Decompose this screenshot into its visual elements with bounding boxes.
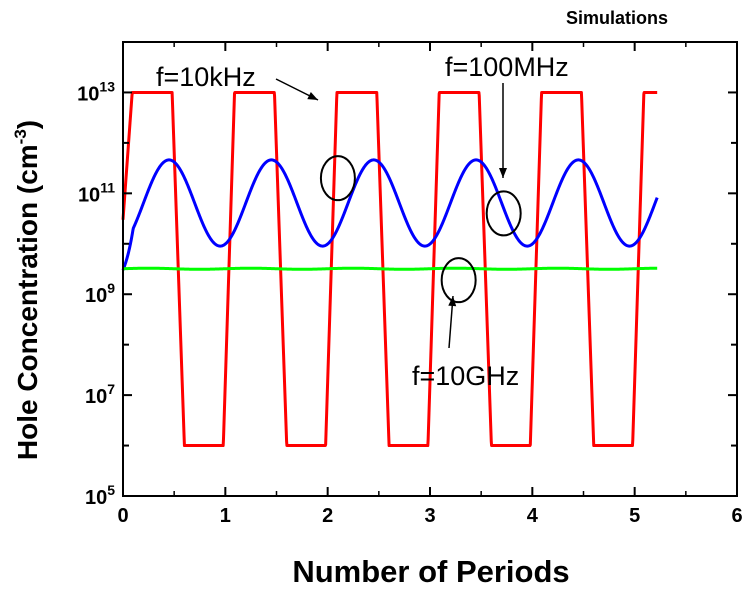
series-line-2 [121,266,659,271]
y-tick-label-1: 107 [85,381,115,408]
x-tick-label-1: 1 [220,505,231,527]
plot-frame [122,41,738,497]
annotation-arrowhead-2 [448,296,457,307]
y-tick-label-base-0: 10 [85,487,107,509]
y-tick-label-exponent-4: 13 [99,78,115,94]
x-tick-label-3: 3 [424,505,435,527]
y-axis-label-text: Hole Concentration (cm [12,144,43,460]
y-tick-label-base-2: 10 [85,285,107,307]
annotation-ellipse-0 [319,155,356,202]
annotation-label-1: f=100MHz [445,52,569,82]
x-axis-label: Number of Periods [292,554,569,589]
plot-area [121,90,659,448]
y-axis-label-exponent: -3 [11,129,30,144]
chart-title: Simulations [566,8,668,28]
y-tick-label-0: 105 [85,482,115,509]
annotation-label-2: f=10GHz [412,361,519,391]
y-tick-label-exponent-1: 7 [107,381,115,397]
x-tick-label-2: 2 [322,505,333,527]
annotation-arrowhead-1 [499,168,507,178]
x-tick-label-0: 0 [117,505,128,527]
annotation-label-0: f=10kHz [156,62,256,92]
y-tick-label-2: 109 [85,280,115,307]
y-tick-label-exponent-3: 11 [100,179,115,195]
y-tick-label-3: 1011 [78,179,115,206]
y-tick-label-exponent-0: 5 [107,482,115,498]
annotation-arrowhead-0 [307,91,318,100]
y-axis-label-close: ) [12,120,43,129]
y-tick-label-base-4: 10 [77,83,99,105]
y-tick-label-4: 1013 [77,78,115,105]
y-tick-label-exponent-2: 9 [107,280,115,296]
series-line-1 [121,158,659,271]
y-axis-label: Hole Concentration (cm-3) [11,120,43,460]
annotations: f=10kHz f=100MHz f=10GHz [156,52,569,391]
y-tick-label-base-3: 10 [78,184,100,206]
annotation-ellipse-2 [440,257,477,304]
x-tick-label-5: 5 [629,505,640,527]
series-line-0 [121,90,659,448]
svg-text:Hole Concentration (cm-3): Hole Concentration (cm-3) [11,120,43,460]
y-tick-label-base-1: 10 [85,386,107,408]
annotation-ellipse-1 [485,190,522,237]
x-tick-label-6: 6 [731,505,742,527]
x-tick-label-4: 4 [527,505,539,527]
